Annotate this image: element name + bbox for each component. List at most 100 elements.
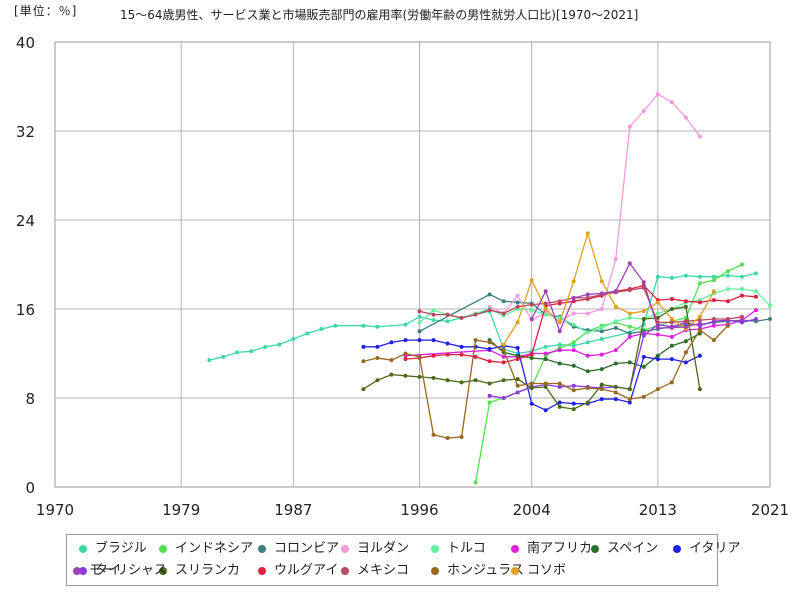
data-point [557, 299, 562, 304]
data-point [557, 320, 562, 325]
data-point [403, 322, 408, 327]
plot-frame [54, 41, 771, 488]
data-point [487, 292, 492, 297]
legend-label: トルコ [447, 541, 486, 556]
legend-item: コソボ [505, 561, 566, 581]
data-point [291, 337, 296, 342]
data-point [515, 300, 520, 305]
data-point [599, 337, 604, 342]
data-point [487, 381, 492, 386]
data-point [711, 338, 716, 343]
legend-marker-icon [425, 539, 447, 559]
data-point [529, 355, 534, 360]
data-point [501, 342, 506, 347]
data-point [641, 394, 646, 399]
data-point [235, 350, 240, 355]
data-point [529, 302, 534, 307]
data-point [375, 378, 380, 383]
unit-label: [単位：％] [14, 4, 78, 18]
series-14 [529, 261, 702, 334]
data-point [571, 407, 576, 412]
data-point [515, 320, 520, 325]
data-point [768, 317, 772, 322]
data-point [599, 291, 604, 296]
data-point [459, 434, 464, 439]
data-point [739, 320, 744, 325]
data-point [627, 397, 632, 402]
x-tick-label: 2021 [751, 501, 789, 519]
data-point [641, 309, 646, 314]
data-point [655, 92, 660, 97]
data-point [585, 340, 590, 345]
data-point [669, 334, 674, 339]
data-point [669, 275, 674, 280]
data-point [431, 338, 436, 343]
data-point [599, 397, 604, 402]
data-point [669, 307, 674, 311]
legend-item: 南アフリカ [505, 539, 592, 559]
data-point [529, 317, 534, 322]
data-point [445, 341, 450, 346]
data-point [613, 384, 618, 389]
data-point [249, 349, 254, 354]
data-point [515, 383, 520, 388]
data-point [669, 343, 674, 348]
data-point [627, 311, 632, 316]
data-point [501, 354, 506, 359]
data-point [543, 357, 548, 362]
gridlines [54, 41, 771, 488]
data-point [585, 311, 590, 316]
data-point [627, 261, 632, 266]
data-point [641, 333, 646, 338]
data-point [697, 321, 702, 326]
data-point [529, 278, 534, 283]
data-point [655, 274, 660, 279]
data-point [768, 303, 772, 308]
y-tick-label: 8 [25, 390, 35, 408]
data-point [683, 315, 688, 320]
data-point [697, 328, 702, 333]
legend-label: スリランカ [175, 563, 241, 578]
data-point [501, 378, 506, 383]
legend-item: モーリシャス [67, 561, 167, 581]
data-point [641, 317, 646, 322]
data-point [417, 309, 422, 314]
data-point [403, 351, 408, 356]
data-point [557, 384, 562, 389]
data-point [571, 401, 576, 406]
data-point [641, 280, 646, 285]
data-point [375, 355, 380, 360]
data-point [361, 359, 366, 364]
data-point [543, 384, 548, 389]
data-point [739, 286, 744, 291]
data-point [473, 338, 478, 343]
data-point [473, 480, 478, 485]
legend-label: ブラジル [95, 541, 147, 556]
data-point [515, 304, 520, 309]
data-point [613, 397, 618, 402]
legend-marker-icon [335, 561, 357, 581]
series-6 [487, 331, 702, 374]
data-point [683, 299, 688, 304]
data-point [613, 256, 618, 261]
data-point [543, 381, 548, 386]
data-point [613, 304, 618, 309]
data-point [459, 380, 464, 385]
legend-label: 南アフリカ [527, 541, 593, 556]
data-point [403, 338, 408, 343]
data-point [445, 378, 450, 383]
legend-item: トルコ [425, 539, 486, 559]
y-tick-label: 40 [16, 34, 35, 52]
data-point [725, 323, 730, 328]
series-11 [417, 285, 744, 325]
legend-item: スペイン [585, 539, 658, 559]
data-point [641, 354, 646, 359]
data-point [697, 353, 702, 358]
data-point [599, 329, 604, 334]
data-point [557, 361, 562, 366]
data-point [641, 108, 646, 113]
data-point [459, 352, 464, 357]
series-1 [473, 262, 744, 485]
data-point [683, 319, 688, 324]
data-point [655, 387, 660, 392]
